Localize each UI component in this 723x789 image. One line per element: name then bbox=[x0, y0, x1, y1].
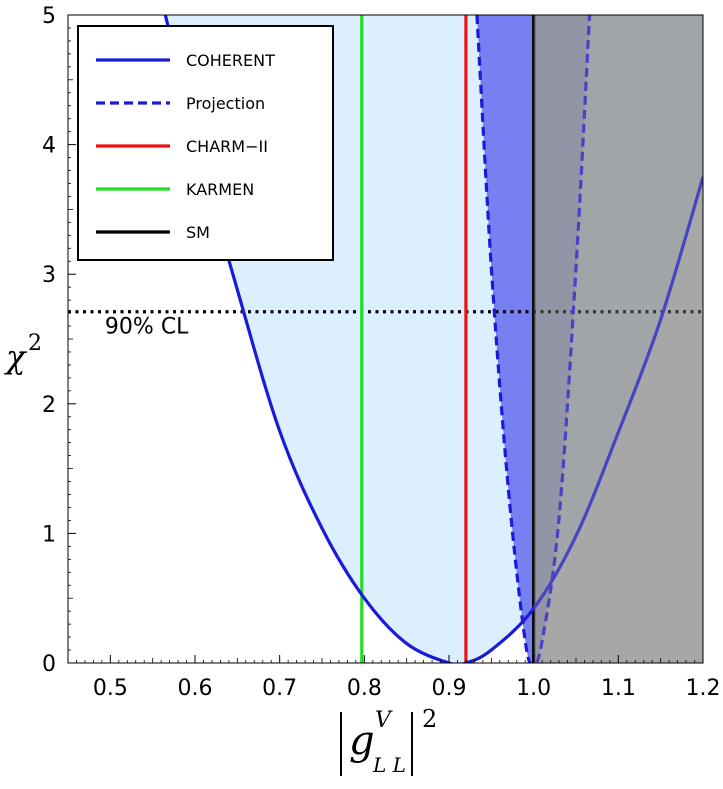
y-axis-label-power: 2 bbox=[28, 331, 42, 356]
y-axis-label-symbol: χ bbox=[4, 338, 27, 376]
gray-overlay bbox=[533, 15, 703, 663]
x-tick-label: 0.5 bbox=[93, 676, 128, 701]
x-tick-label: 0.8 bbox=[347, 676, 382, 701]
y-tick-label: 3 bbox=[42, 263, 56, 288]
legend: COHERENT Projection CHARM−II KARMEN SM bbox=[77, 25, 334, 261]
axes: 0.5 0.6 0.7 0.8 0.9 1.0 1.1 1.2 0 1 2 3 4 5 90% CL bbox=[42, 4, 721, 701]
legend-label: COHERENT bbox=[186, 51, 275, 70]
legend-label: CHARM−II bbox=[186, 137, 268, 156]
x-axis-label-symbol: g bbox=[349, 718, 375, 764]
gray-excluded-region bbox=[533, 15, 703, 663]
axis-labels: χ 2g VL L2 bbox=[4, 331, 437, 777]
x-tick-label: 0.7 bbox=[262, 676, 297, 701]
x-axis-label-sup: V bbox=[375, 708, 393, 733]
x-tick-label: 1.2 bbox=[686, 676, 721, 701]
y-tick-label: 5 bbox=[42, 4, 56, 29]
x-tick-label: 0.6 bbox=[178, 676, 213, 701]
y-tick-label: 2 bbox=[42, 393, 56, 418]
projection-curve bbox=[475, 15, 592, 663]
x-tick-label: 1.0 bbox=[516, 676, 551, 701]
legend-label: KARMEN bbox=[186, 180, 254, 199]
legend-label: Projection bbox=[186, 94, 265, 113]
cl-90-label: 90% CL bbox=[105, 315, 189, 340]
legend-box bbox=[77, 25, 334, 261]
x-tick-label: 1.1 bbox=[601, 676, 636, 701]
y-tick-label: 0 bbox=[42, 652, 56, 677]
x-axis-label-power: 2 bbox=[422, 705, 437, 733]
x-tick-label: 0.9 bbox=[432, 676, 467, 701]
x-axis-label-sub: L L bbox=[372, 753, 406, 777]
y-tick-label: 1 bbox=[42, 522, 56, 547]
legend-label: SM bbox=[186, 223, 210, 242]
y-tick-label: 4 bbox=[42, 134, 56, 159]
